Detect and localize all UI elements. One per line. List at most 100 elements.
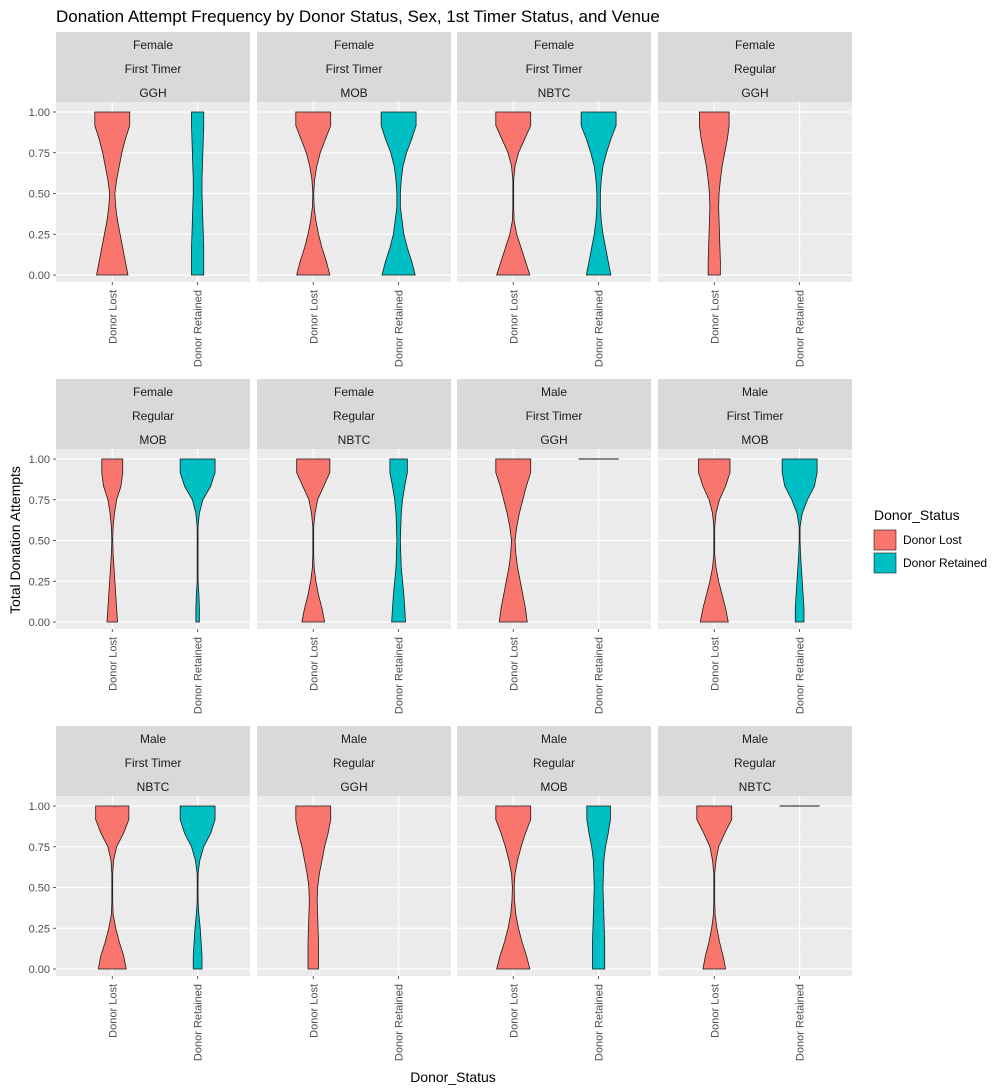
panel-background bbox=[56, 449, 250, 629]
legend-label-donor-lost: Donor Lost bbox=[903, 533, 962, 547]
facet-strip bbox=[658, 726, 852, 796]
violin-donor-retained bbox=[380, 111, 417, 276]
x-tick-label: Donor Retained bbox=[193, 984, 205, 1061]
facet-panel: Male Regular NBTC Donor Lost Donor Retained bbox=[658, 726, 852, 1061]
facet-strip bbox=[658, 379, 852, 449]
y-tick-label: 0.00 bbox=[29, 617, 50, 629]
y-tick-label: 0.75 bbox=[29, 495, 50, 507]
violin-donor-retained bbox=[191, 111, 205, 276]
x-tick-label: Donor Retained bbox=[795, 637, 807, 714]
x-tick-label: Donor Lost bbox=[508, 984, 520, 1038]
y-tick-label: 1.00 bbox=[29, 801, 50, 813]
facet-strip-label: First Timer bbox=[125, 756, 182, 770]
facet-strip-label: Regular bbox=[734, 756, 776, 770]
y-tick-label: 0.50 bbox=[29, 189, 50, 201]
y-tick-label: 0.75 bbox=[29, 842, 50, 854]
facet-strip-label: NBTC bbox=[538, 86, 571, 100]
x-tick-label: Donor Lost bbox=[107, 290, 119, 344]
facet-panel: Female Regular MOB 0.00 0.25 0.50 0.75 1.00 Dono… bbox=[29, 379, 250, 714]
facet-strip-label: Female bbox=[735, 38, 775, 52]
violin-donor-retained bbox=[179, 805, 216, 970]
violin-donor-retained bbox=[179, 458, 216, 623]
facet-strip-label: First Timer bbox=[125, 62, 182, 76]
facet-panel: Female First Timer GGH 0.00 0.25 0.50 0.75 1.00… bbox=[29, 32, 250, 367]
facet-strip-label: NBTC bbox=[739, 780, 772, 794]
facet-strip-label: GGH bbox=[139, 86, 166, 100]
facet-strip-label: GGH bbox=[741, 86, 768, 100]
x-tick-label: Donor Retained bbox=[394, 290, 406, 367]
panel-background bbox=[56, 796, 250, 976]
facet-panel: Male First Timer NBTC 0.00 0.25 0.50 0.75 1.00 D… bbox=[29, 726, 250, 1061]
facet-strip bbox=[257, 32, 451, 102]
facet-strip-label: Male bbox=[742, 732, 768, 746]
y-tick-label: 0.25 bbox=[29, 229, 50, 241]
facet-strip-label: Regular bbox=[132, 409, 174, 423]
facet-panel: Male First Timer GGH Donor Lost Donor Retain… bbox=[457, 379, 651, 714]
x-tick-label: Donor Lost bbox=[709, 290, 721, 344]
panel-background bbox=[257, 449, 451, 629]
x-tick-label: Donor Retained bbox=[795, 984, 807, 1061]
facet-panel: Female Regular NBTC Donor Lost Donor Retaine… bbox=[257, 379, 451, 714]
y-tick-label: 1.00 bbox=[29, 454, 50, 466]
violin-donor-lost bbox=[698, 458, 731, 623]
x-tick-label: Donor Retained bbox=[394, 637, 406, 714]
violin-donor-retained bbox=[781, 458, 818, 623]
legend-title: Donor_Status bbox=[874, 507, 960, 523]
legend: Donor_Status Donor Lost Donor Retained bbox=[873, 507, 987, 574]
facet-strip bbox=[56, 32, 250, 102]
violin-donor-lost bbox=[101, 458, 124, 623]
facet-strip-label: Female bbox=[334, 385, 374, 399]
panel-background bbox=[658, 449, 852, 629]
facet-panel: Male First Timer MOB Donor Lost Donor Retain… bbox=[658, 379, 852, 714]
facet-strip bbox=[257, 726, 451, 796]
panel-background bbox=[658, 796, 852, 976]
facet-strip-label: Regular bbox=[533, 756, 575, 770]
x-tick-label: Donor Retained bbox=[795, 290, 807, 367]
x-tick-label: Donor Retained bbox=[594, 290, 606, 367]
panel-background bbox=[257, 102, 451, 282]
legend-key-donor-lost bbox=[873, 529, 897, 551]
y-tick-label: 1.00 bbox=[29, 107, 50, 119]
x-tick-label: Donor Lost bbox=[308, 637, 320, 691]
y-axis-title: Total Donation Attempts bbox=[7, 466, 23, 614]
y-tick-label: 0.50 bbox=[29, 536, 50, 548]
legend-key-donor-retained bbox=[873, 552, 897, 574]
facet-strip bbox=[56, 726, 250, 796]
panel-background bbox=[457, 796, 651, 976]
facet-strip bbox=[457, 32, 651, 102]
facet-strip-label: First Timer bbox=[326, 62, 383, 76]
facet-strip-label: Male bbox=[742, 385, 768, 399]
facet-strip-label: Male bbox=[140, 732, 166, 746]
facet-strip bbox=[56, 379, 250, 449]
x-tick-label: Donor Lost bbox=[308, 290, 320, 344]
violin-donor-lost bbox=[495, 805, 532, 970]
facet-strip-label: MOB bbox=[139, 433, 166, 447]
x-tick-label: Donor Retained bbox=[394, 984, 406, 1061]
violin-donor-retained bbox=[580, 111, 617, 276]
y-tick-label: 0.25 bbox=[29, 576, 50, 588]
violin-donor-lost bbox=[495, 458, 532, 623]
x-tick-label: Donor Lost bbox=[508, 290, 520, 344]
legend-label-donor-retained: Donor Retained bbox=[903, 556, 987, 570]
violin-donor-lost bbox=[94, 111, 131, 276]
x-tick-label: Donor Retained bbox=[594, 984, 606, 1061]
facet-strip-label: First Timer bbox=[727, 409, 784, 423]
y-tick-label: 0.00 bbox=[29, 964, 50, 976]
violin-donor-lost bbox=[295, 805, 332, 970]
panel-background bbox=[56, 102, 250, 282]
violin-donor-lost bbox=[699, 111, 730, 276]
facet-strip-label: Male bbox=[541, 732, 567, 746]
x-tick-label: Donor Lost bbox=[709, 984, 721, 1038]
facet-strip bbox=[658, 32, 852, 102]
x-tick-label: Donor Lost bbox=[308, 984, 320, 1038]
panel-background bbox=[658, 102, 852, 282]
facet-strip-label: Female bbox=[133, 385, 173, 399]
facet-strip-label: Male bbox=[541, 385, 567, 399]
violin-donor-lost bbox=[696, 805, 733, 970]
y-tick-label: 0.00 bbox=[29, 270, 50, 282]
facet-strip-label: Male bbox=[341, 732, 367, 746]
facet-strip-label: GGH bbox=[540, 433, 567, 447]
panel-background bbox=[257, 796, 451, 976]
facet-panel: Male Regular MOB Donor Lost Donor Retained bbox=[457, 726, 651, 1061]
